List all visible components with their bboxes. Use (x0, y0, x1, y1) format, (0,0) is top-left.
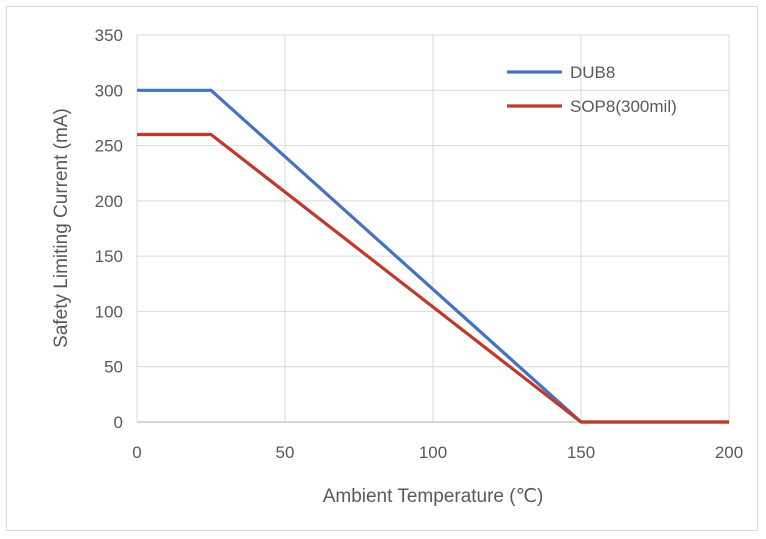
y-tick-label: 300 (95, 81, 123, 100)
x-tick-label: 200 (715, 443, 743, 462)
x-tick-label: 0 (132, 443, 141, 462)
y-tick-label: 250 (95, 137, 123, 156)
legend-label-1: DUB8 (570, 63, 615, 82)
x-axis-title: Ambient Temperature (℃) (323, 486, 544, 507)
x-tick-label: 150 (567, 443, 595, 462)
x-tick-label: 100 (419, 443, 447, 462)
y-axis-title: Safety Limiting Current (mA) (51, 108, 72, 348)
y-tick-label: 200 (95, 192, 123, 211)
series-line-2 (137, 132, 729, 424)
series-lines (137, 88, 729, 424)
legend: DUB8 SOP8(300mil) (507, 63, 677, 116)
legend-label-2: SOP8(300mil) (570, 97, 677, 116)
y-tick-label: 50 (104, 358, 123, 377)
x-tick-label: 50 (276, 443, 295, 462)
y-tick-label: 100 (95, 302, 123, 321)
grid (137, 34, 730, 422)
y-tick-label: 0 (114, 413, 123, 432)
y-tick-label: 350 (95, 26, 123, 45)
y-tick-label: 150 (95, 247, 123, 266)
tick-labels: 0 50 100 150 200 250 300 350 0 50 100 150 200 (95, 26, 744, 462)
